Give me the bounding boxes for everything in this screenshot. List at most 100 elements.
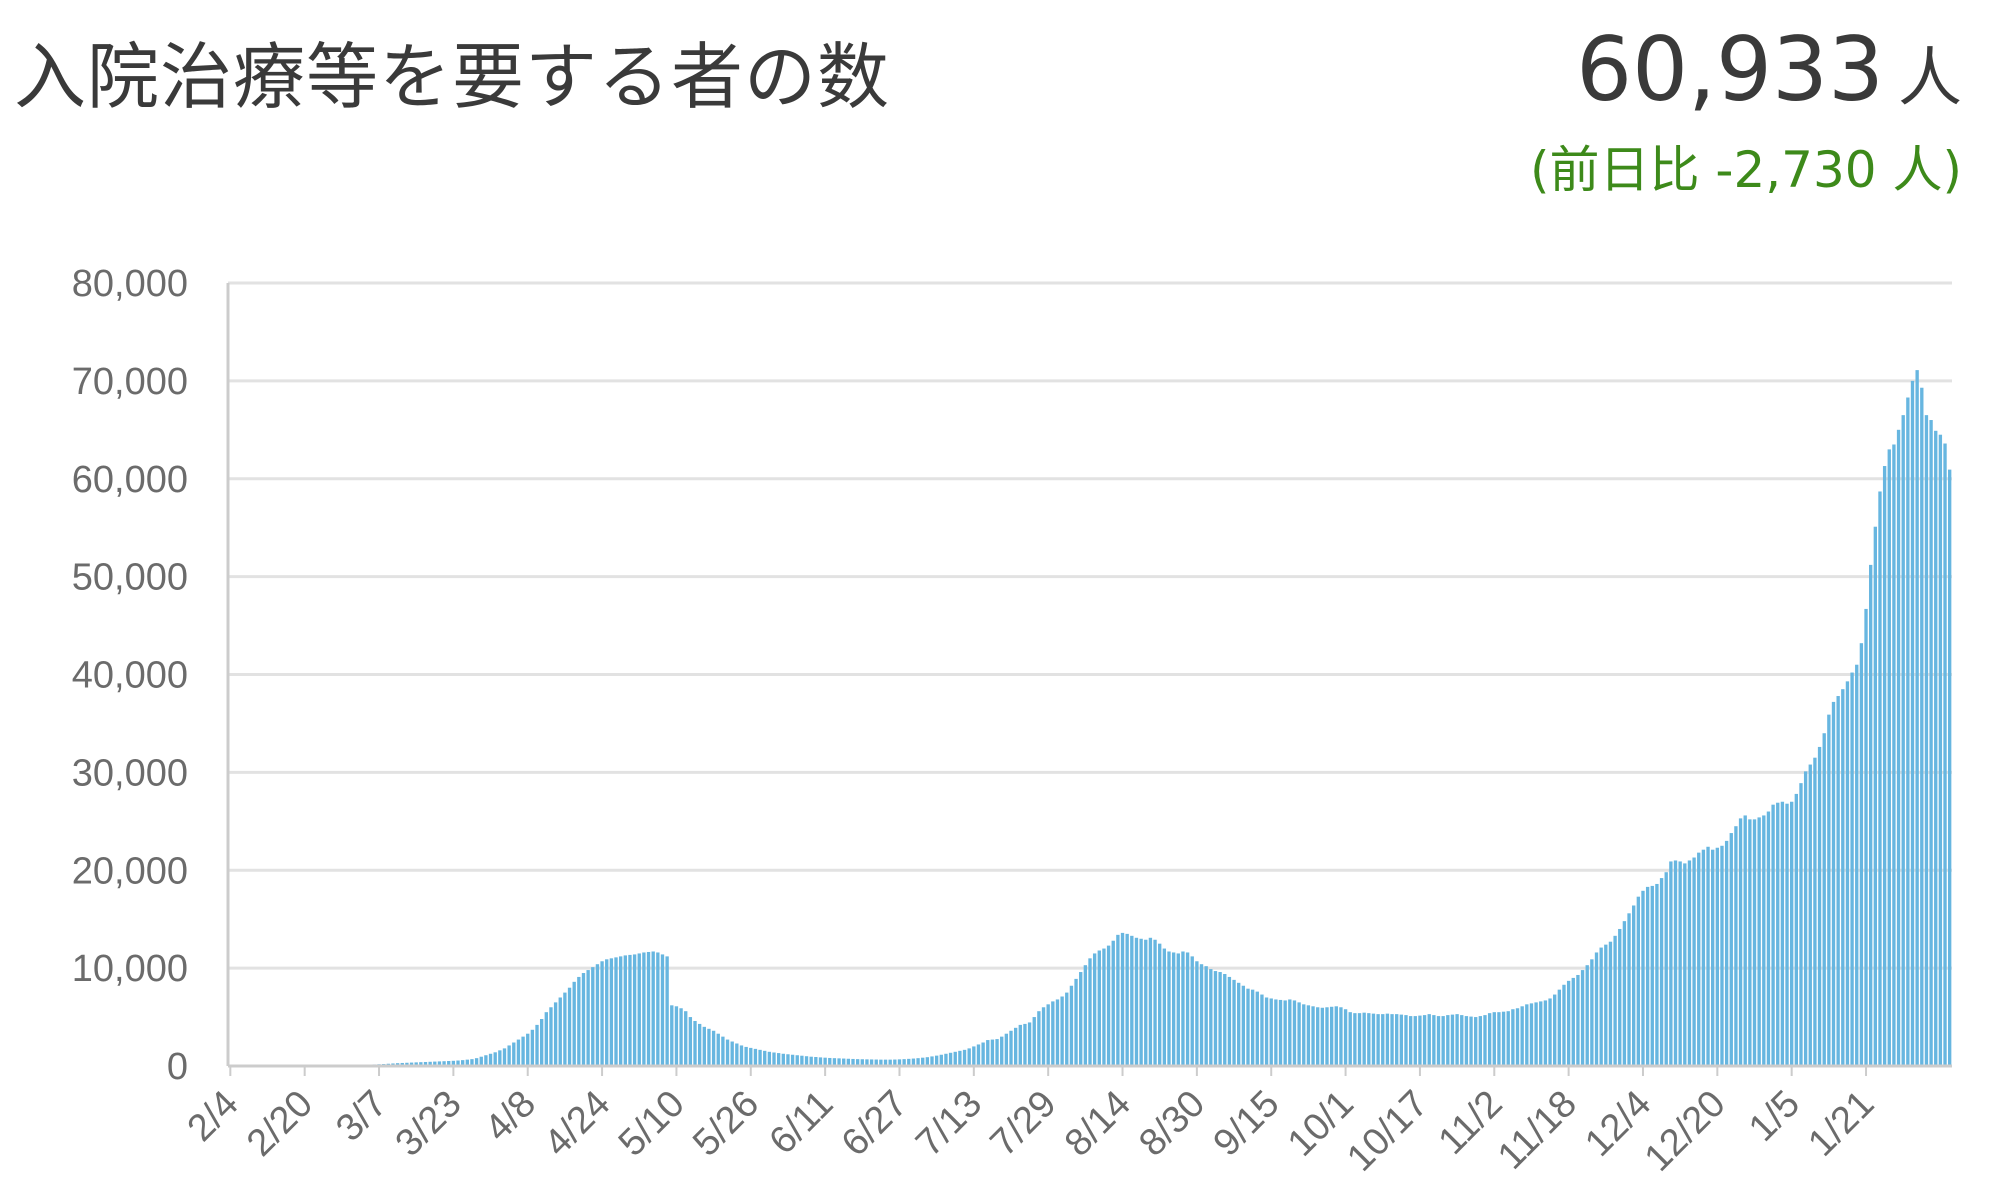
bar: [484, 1055, 488, 1066]
bar: [1223, 973, 1227, 1066]
bar: [995, 1039, 999, 1066]
bar: [972, 1046, 976, 1066]
bar: [1162, 948, 1167, 1066]
bar: [1027, 1022, 1032, 1066]
bar: [865, 1059, 869, 1066]
bar: [1009, 1030, 1013, 1066]
bar: [1362, 1012, 1366, 1066]
bar: [1153, 939, 1157, 1066]
bar: [1436, 1016, 1441, 1066]
bar: [1325, 1007, 1329, 1066]
x-tick-label: 8/30: [1131, 1083, 1213, 1165]
bar: [1334, 1006, 1338, 1066]
bar: [1120, 932, 1125, 1066]
bar: [1548, 998, 1552, 1066]
bar: [1501, 1011, 1506, 1066]
bar: [1176, 953, 1180, 1066]
bar: [1576, 974, 1580, 1066]
bar: [1864, 608, 1868, 1066]
bar: [1004, 1033, 1009, 1066]
bar: [1594, 952, 1599, 1066]
x-tick-label: 4/8: [477, 1083, 544, 1150]
bar: [1571, 977, 1575, 1066]
bar: [1604, 944, 1608, 1066]
bar: [846, 1058, 851, 1066]
bar: [618, 956, 623, 1066]
bar: [744, 1046, 748, 1066]
bar: [1311, 1006, 1315, 1066]
bar: [1757, 817, 1761, 1066]
bar: [1738, 818, 1743, 1066]
bar: [702, 1026, 706, 1066]
bar: [1069, 985, 1074, 1066]
total-unit: 人: [1898, 42, 1962, 116]
bar: [735, 1043, 739, 1066]
bar: [1343, 1009, 1348, 1066]
bar: [470, 1059, 474, 1066]
bar: [609, 958, 614, 1066]
bar: [795, 1055, 799, 1066]
bar: [586, 970, 590, 1066]
bar: [1822, 733, 1826, 1066]
bar: [818, 1057, 823, 1066]
bar: [1139, 938, 1143, 1066]
bar: [1181, 951, 1185, 1066]
bar: [1794, 793, 1799, 1066]
bar: [828, 1057, 832, 1066]
x-tick-label: 8/14: [1057, 1083, 1139, 1165]
bar: [567, 987, 572, 1066]
bar: [488, 1053, 493, 1066]
bar: [1204, 966, 1208, 1066]
bar: [1227, 976, 1232, 1066]
bar: [1106, 945, 1111, 1066]
bar: [563, 992, 567, 1066]
bar: [707, 1028, 711, 1066]
bar: [1585, 965, 1589, 1066]
total-value: 60,933: [1576, 18, 1884, 121]
bar: [1209, 969, 1213, 1066]
bar: [781, 1053, 785, 1066]
bar: [883, 1059, 888, 1066]
bar: [591, 967, 595, 1066]
bar: [502, 1048, 507, 1066]
bar: [605, 959, 609, 1066]
x-tick-label: 6/11: [761, 1083, 841, 1163]
bar: [423, 1061, 428, 1066]
bar: [1237, 982, 1241, 1066]
bar: [1316, 1007, 1320, 1066]
bar: [986, 1040, 990, 1066]
bar: [1506, 1011, 1510, 1066]
bar: [1376, 1014, 1380, 1066]
bar: [1144, 939, 1148, 1066]
bar: [1260, 994, 1264, 1066]
bar: [1199, 964, 1204, 1066]
bar: [572, 981, 576, 1066]
bar: [1302, 1004, 1306, 1066]
bar: [1613, 935, 1617, 1066]
bar: [660, 954, 665, 1066]
bar: [1102, 948, 1106, 1066]
bar: [1171, 952, 1176, 1066]
bar: [1650, 885, 1654, 1066]
x-tick-label: 2/4: [180, 1083, 247, 1150]
bar: [1088, 958, 1092, 1066]
bar: [1297, 1002, 1301, 1066]
bar: [1408, 1016, 1413, 1066]
bar: [1673, 860, 1678, 1066]
bar: [535, 1024, 539, 1066]
bar: [1455, 1014, 1459, 1066]
bar: [1915, 370, 1919, 1066]
y-tick-label: 80,000: [72, 263, 188, 305]
bar: [1632, 905, 1636, 1066]
bar: [1687, 860, 1692, 1066]
bar: [1320, 1007, 1325, 1066]
bar: [1469, 1016, 1473, 1066]
bar: [809, 1056, 813, 1066]
bar: [1790, 801, 1794, 1066]
bar: [1134, 937, 1139, 1066]
bar: [730, 1041, 734, 1066]
bar: [1274, 999, 1278, 1066]
bar: [1859, 643, 1864, 1066]
x-tick-label: 3/7: [328, 1083, 395, 1150]
bar: [911, 1058, 916, 1066]
